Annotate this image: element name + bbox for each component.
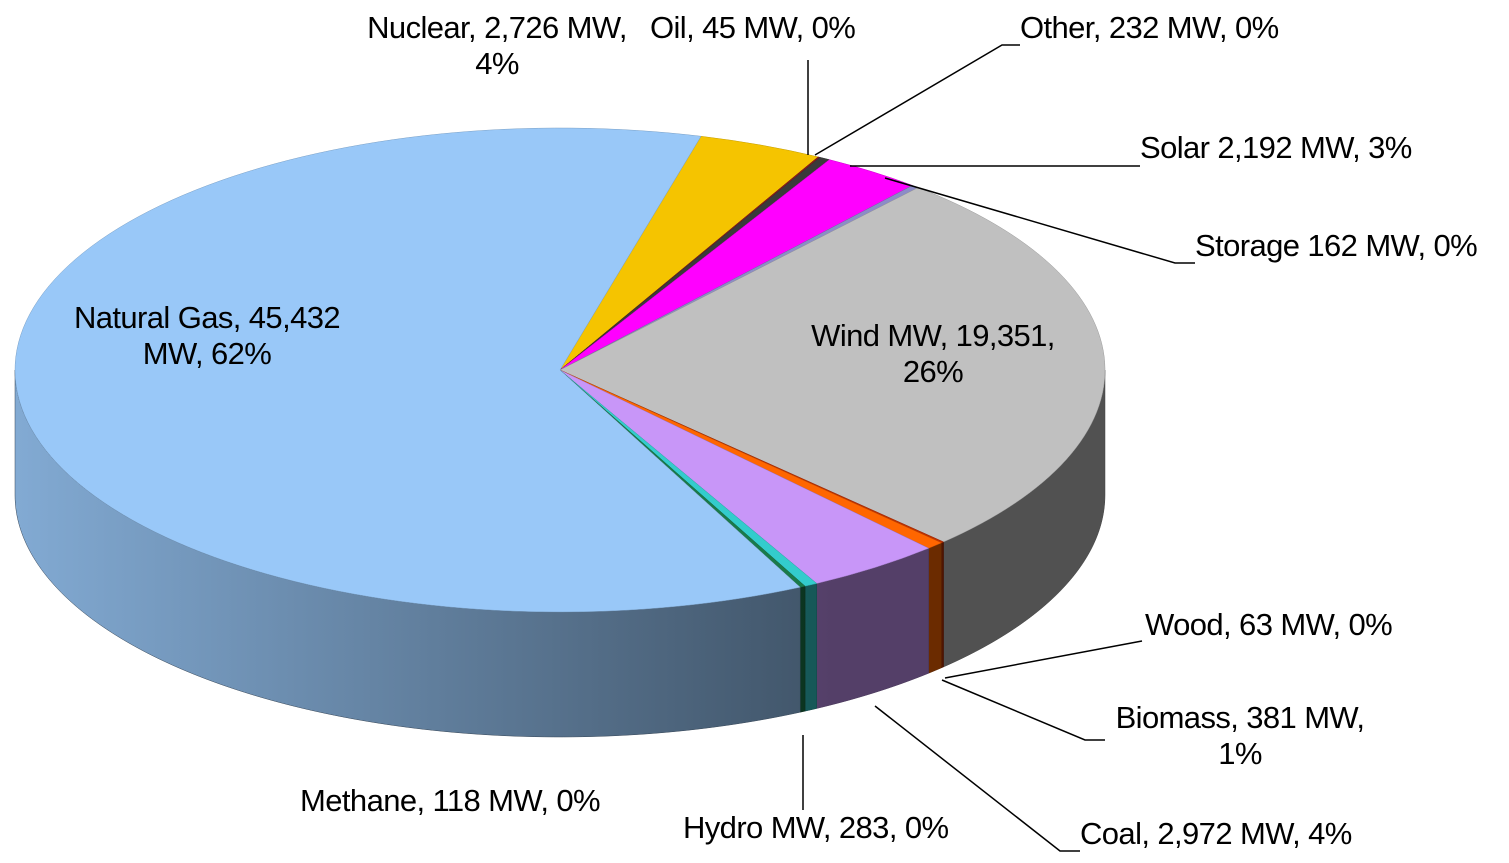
data-label: Nuclear, 2,726 MW, 4% (367, 10, 627, 81)
data-label: Biomass, 381 MW, 1% (1115, 700, 1365, 771)
data-label: Solar 2,192 MW, 3% (1140, 130, 1412, 165)
leader-line (814, 44, 1020, 156)
data-label: Wood, 63 MW, 0% (1145, 607, 1393, 642)
data-label: Storage 162 MW, 0% (1195, 228, 1478, 263)
pie-slice (559, 187, 1106, 543)
pie-side (928, 542, 942, 674)
data-label: Other, 232 MW, 0% (1020, 10, 1279, 45)
pie-sides (14, 369, 1106, 738)
leader-line (944, 640, 1143, 679)
pie-slice (14, 127, 801, 613)
data-label: Oil, 45 MW, 0% (650, 10, 856, 45)
pie-side (799, 585, 806, 713)
data-label: Hydro MW, 283, 0% (683, 810, 949, 845)
pie-side (804, 583, 817, 712)
leader-line (874, 705, 1080, 852)
data-label: Natural Gas, 45,432 MW, 62% (73, 300, 341, 371)
pie-tops (14, 127, 1106, 613)
pie-side (941, 541, 944, 669)
data-label: Methane, 118 MW, 0% (300, 783, 601, 818)
leader-line (884, 177, 1195, 264)
leader-lines (802, 44, 1195, 852)
data-label: Wind MW, 19,351, 26% (811, 318, 1055, 389)
leader-line (941, 679, 1105, 741)
data-label: Coal, 2,972 MW, 4% (1080, 816, 1352, 851)
